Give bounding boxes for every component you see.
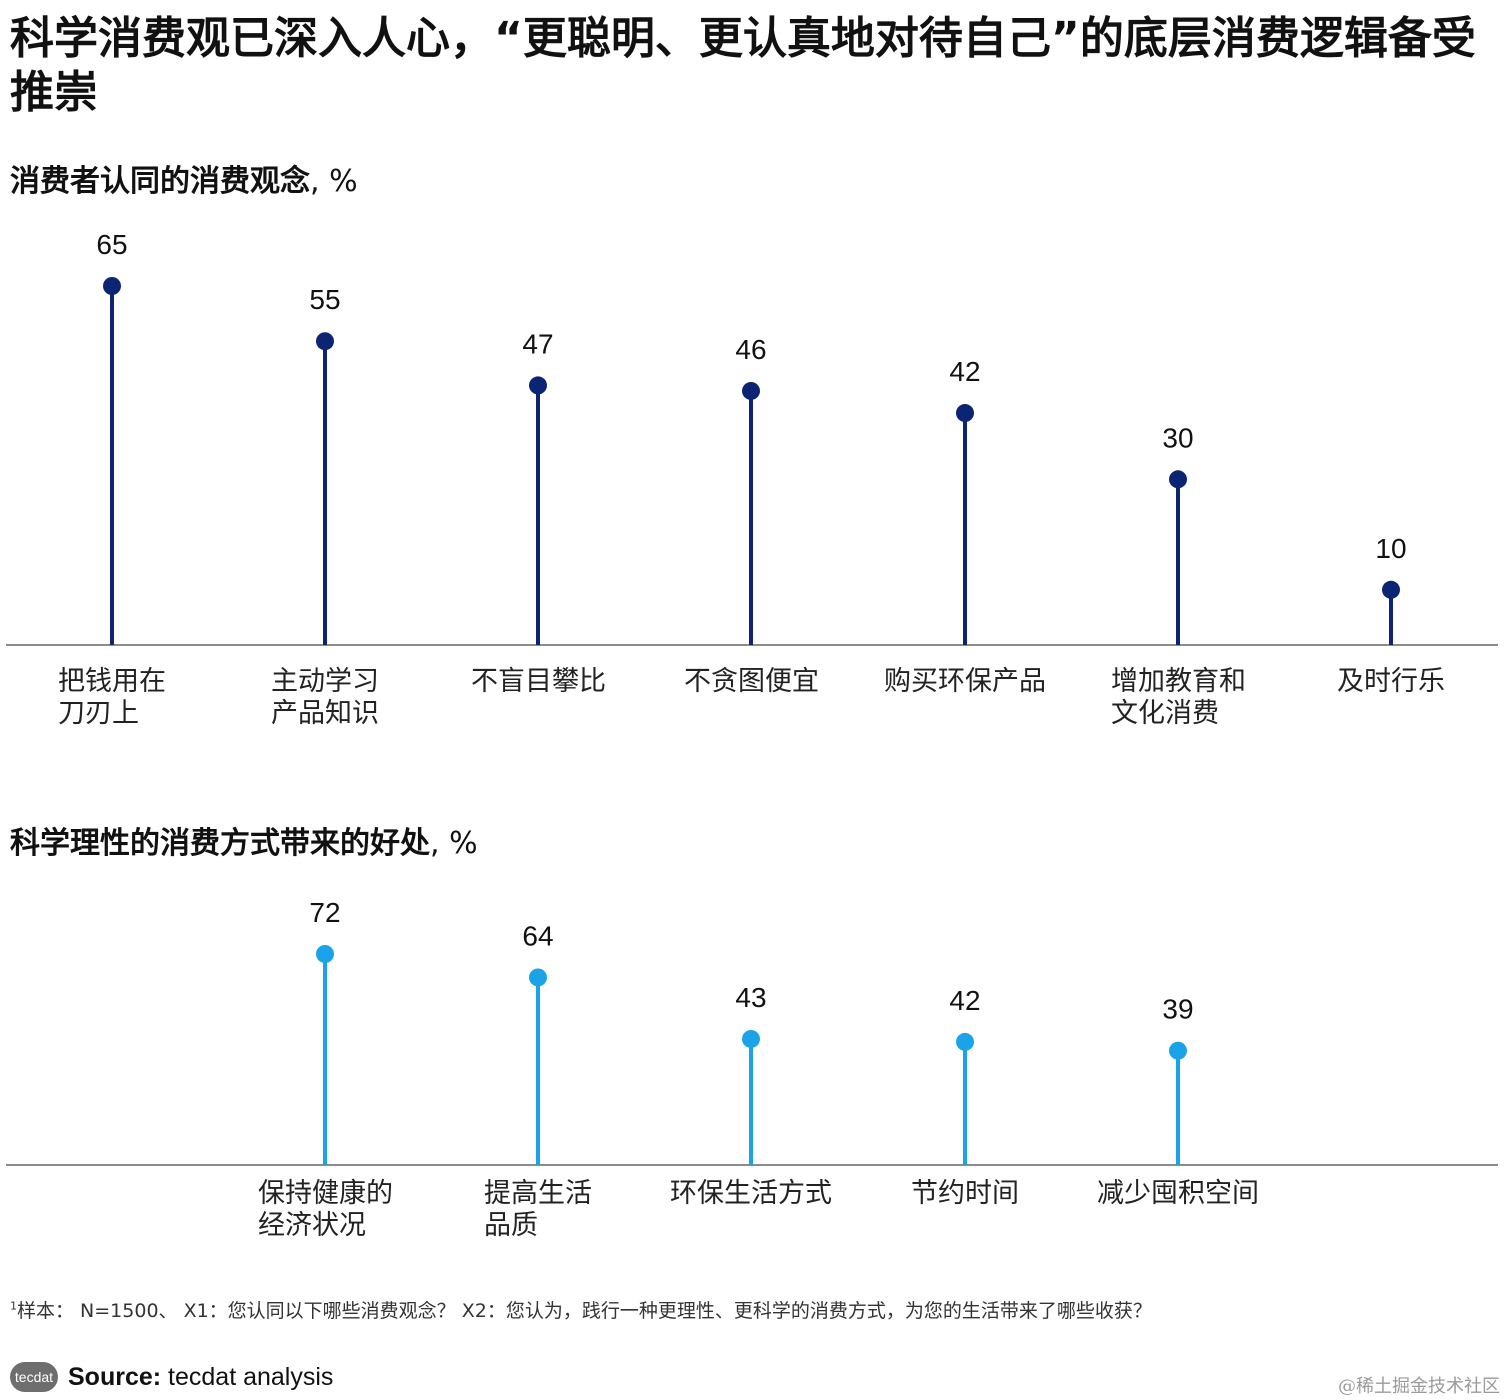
chart2-value-label: 39 — [1162, 994, 1193, 1025]
chart1-value-label: 47 — [522, 328, 553, 359]
chart1-point — [529, 376, 547, 395]
chart1-category-label: 购买环保产品 — [884, 666, 1046, 697]
chart1-point — [1169, 470, 1187, 489]
chart1-title: 消费者认同的消费观念 — [10, 164, 310, 199]
source-text: Source: tecdat analysis — [68, 1363, 333, 1392]
chart1-point — [956, 404, 974, 423]
chart1-category-label: 主动学习 产品知识 — [271, 666, 379, 729]
page-title: 科学消费观已深入人心，“更聪明、更认真地对待自己”的底层消费逻辑备受推崇 — [10, 13, 1476, 118]
footnote-text: 样本： N=1500、 X1：您认同以下哪些消费观念？ X2：您认为，践行一种更… — [17, 1300, 1152, 1322]
chart1-category-label: 及时行乐 — [1337, 666, 1445, 697]
chart2-point — [1169, 1041, 1187, 1060]
chart2-category-label: 节约时间 — [911, 1178, 1019, 1209]
chart2-point — [742, 1029, 760, 1048]
chart2-category-label: 保持健康的 经济状况 — [258, 1178, 393, 1241]
footnote-marker: 1 — [10, 1299, 17, 1313]
chart1-value-label: 46 — [735, 334, 766, 365]
footnote: 1样本： N=1500、 X1：您认同以下哪些消费观念？ X2：您认为，践行一种… — [10, 1296, 1152, 1323]
chart2-subtitle: 科学理性的消费方式带来的好处, % — [10, 818, 478, 862]
chart1-category-label: 不盲目攀比 — [471, 666, 606, 697]
chart1-value-label: 30 — [1162, 422, 1193, 453]
chart1-value-label: 65 — [96, 229, 127, 260]
source-line: tecdat Source: tecdat analysis — [10, 1362, 333, 1392]
chart2-point — [316, 945, 334, 963]
chart2-value-label: 72 — [309, 897, 340, 928]
chart1-value-label: 42 — [949, 356, 980, 387]
chart2-category-label: 减少囤积空间 — [1097, 1178, 1259, 1209]
source-value: tecdat analysis — [168, 1362, 334, 1391]
chart1-unit: , % — [310, 164, 358, 199]
source-label: Source: — [68, 1362, 162, 1391]
chart1-category-label: 不贪图便宜 — [684, 666, 819, 697]
chart2-value-label: 64 — [522, 920, 553, 951]
chart1-point — [1382, 580, 1400, 599]
chart2-category-label: 环保生活方式 — [670, 1178, 832, 1209]
watermark: @稀土掘金技术社区 — [1338, 1376, 1500, 1397]
chart2-value-label: 42 — [949, 985, 980, 1016]
chart1-category-label: 把钱用在 刀刃上 — [58, 666, 166, 729]
chart2-point — [529, 968, 547, 987]
chart1-point — [316, 332, 334, 351]
chart2-title: 科学理性的消费方式带来的好处 — [10, 826, 430, 861]
chart1-lollipop: 65 55 47 46 42 30 10 — [6, 229, 1498, 646]
chart1-value-label: 55 — [309, 284, 340, 315]
chart2-category-label: 提高生活 品质 — [484, 1178, 592, 1241]
chart1-value-label: 10 — [1375, 533, 1406, 564]
chart1-point — [103, 277, 121, 295]
chart2-point — [956, 1032, 974, 1051]
chart2-value-label: 43 — [735, 982, 766, 1013]
chart1-subtitle: 消费者认同的消费观念, % — [10, 156, 358, 200]
tecdat-logo: tecdat — [10, 1362, 58, 1392]
chart1-point — [742, 381, 760, 400]
chart1-category-label: 增加教育和 文化消费 — [1111, 666, 1246, 729]
chart2-lollipop: 72 64 43 42 39 — [6, 897, 1498, 1166]
chart2-unit: , % — [430, 826, 478, 861]
